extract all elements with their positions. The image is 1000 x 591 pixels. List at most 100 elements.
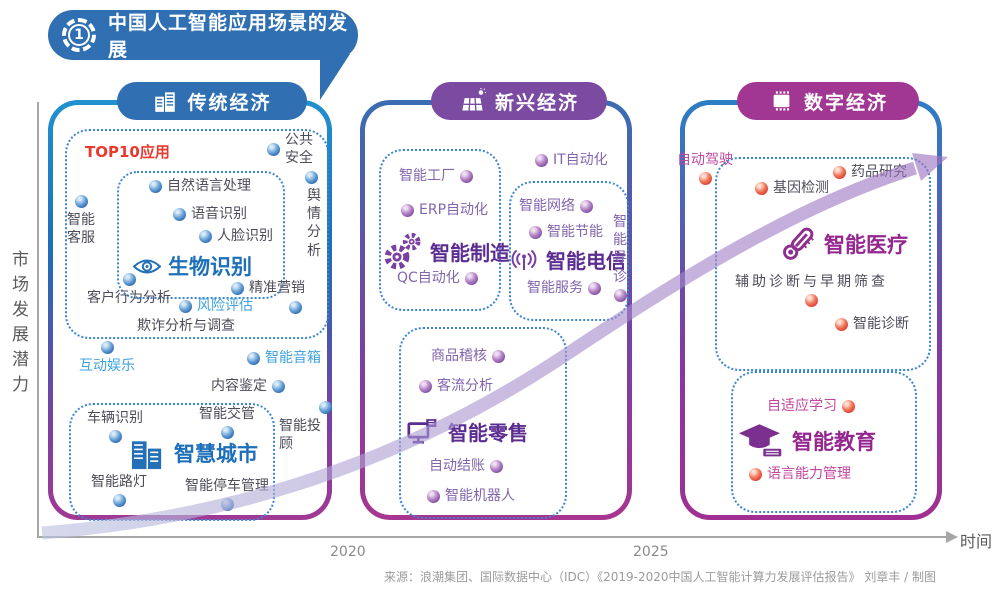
item-merchandise-audit: 商品稽核 <box>431 347 505 365</box>
item-smart-network: 智能网络 <box>519 197 593 215</box>
item-it-automation: IT自动化 <box>535 151 608 169</box>
panel1-title: 传统经济 <box>187 91 272 114</box>
bullet-dot <box>490 459 503 473</box>
bullet-dot <box>835 317 848 331</box>
item-assisted-diagnosis: 辅助诊断与早期筛查 <box>735 273 888 308</box>
bullet-dot <box>108 430 122 444</box>
bullet-dot <box>529 225 542 239</box>
bullet-dot <box>698 172 712 186</box>
bullet-dot <box>112 494 126 508</box>
badge-number: 1 <box>68 24 90 46</box>
bullet-dot <box>100 341 114 354</box>
item-smart-service: 智能服务 <box>527 279 601 297</box>
buildings-icon <box>155 92 176 112</box>
panel2-header: 新兴经济 <box>431 82 607 120</box>
bullet-dot <box>149 179 162 193</box>
bullet-dot <box>247 351 260 365</box>
bullet-dot <box>289 301 302 314</box>
item-smart-energy-saving: 智能节能 <box>529 223 603 241</box>
panel2-title: 新兴经济 <box>494 91 579 114</box>
y-axis-line <box>37 102 39 538</box>
bullet-dot <box>74 195 88 208</box>
bullet-dot <box>588 281 601 295</box>
item-nlp: 自然语言处理 <box>149 177 251 195</box>
item-smart-parking: 智能停车管理 <box>185 477 269 512</box>
gear-icon: 1 <box>62 18 96 52</box>
item-robo-advisor: 智能投顾 <box>279 401 332 453</box>
item-risk-assessment: 风险评估 <box>179 297 253 315</box>
item-smart-diagnosis: 智能诊断 <box>835 315 909 333</box>
city-icon <box>131 441 162 470</box>
bullet-dot <box>401 203 414 217</box>
item-smart-streetlight: 智能路灯 <box>91 473 147 508</box>
group-smart-retail: 智能零售 <box>407 417 528 446</box>
chip-icon <box>773 90 790 110</box>
panel-digital-economy: 数字经济 自动驾驶 药品研究 基因检测 智能医疗 辅助诊断与早期筛查 智能诊断 <box>677 82 942 520</box>
item-smart-triage: 智能 导诊 <box>613 213 627 302</box>
bullet-dot <box>199 229 212 243</box>
bullet-dot <box>755 181 768 195</box>
bullet-dot <box>267 142 280 156</box>
tick-2025: 2025 <box>633 544 669 560</box>
bullet-dot <box>535 153 548 167</box>
item-auto-checkout: 自动结账 <box>429 457 503 475</box>
badge-tail <box>320 54 350 100</box>
bullet-dot <box>231 281 244 295</box>
bullet-dot <box>805 294 818 308</box>
item-smart-speaker: 智能音箱 <box>247 349 321 367</box>
group-smart-education: 智能教育 <box>739 423 876 459</box>
item-smart-customer-service: 智能 客服 <box>67 195 95 247</box>
item-smart-robot: 智能机器人 <box>427 487 515 505</box>
item-adaptive-learning: 自适应学习 <box>767 397 855 415</box>
item-language-ability: 语言能力管理 <box>749 465 851 483</box>
bullet-dot <box>749 467 762 481</box>
graduation-cap-icon <box>739 424 782 457</box>
bullet-dot <box>122 273 136 286</box>
panel1-header: 传统经济 <box>117 82 307 120</box>
thermometer-icon <box>783 227 814 260</box>
group-smart-medical: 智能医疗 <box>779 225 908 263</box>
bullet-dot <box>842 399 855 413</box>
x-axis-line <box>37 536 949 538</box>
item-fraud-analysis: 欺诈分析与调查 <box>137 318 235 334</box>
bullet-dot <box>419 379 432 393</box>
item-speech-recognition: 语音识别 <box>173 205 247 223</box>
item-interactive-entertainment: 互动娱乐 <box>79 341 135 375</box>
item-qc-automation: QC自动化 <box>397 269 478 287</box>
item-public-safety: 公共 安全 <box>267 131 313 167</box>
item-gene-testing: 基因检测 <box>755 179 829 197</box>
bullet-dot <box>492 349 505 363</box>
bullet-dot <box>220 498 234 512</box>
x-axis-arrowhead-icon <box>946 531 958 543</box>
item-face-recognition: 人脸识别 <box>199 227 273 245</box>
item-erp-automation: ERP自动化 <box>401 201 488 219</box>
group-smart-city: 智慧城市 <box>129 433 258 473</box>
bullet-dot <box>580 199 593 213</box>
solar-factory-icon <box>462 87 486 111</box>
y-axis-label: 市场发展潜力 <box>8 250 28 400</box>
x-axis-label: 时间 <box>960 532 993 551</box>
bullet-dot <box>460 169 473 183</box>
antenna-icon <box>511 249 537 270</box>
item-customer-behavior: 客户行为分析 <box>87 273 171 307</box>
group-smart-telecom: 智能电信 <box>509 245 626 274</box>
page-title: 中国人工智能应用场景的发展 <box>108 12 349 61</box>
group-smart-manufacturing: 智能制造 <box>383 231 510 271</box>
tick-2020: 2020 <box>330 544 366 560</box>
bullet-dot <box>464 271 478 285</box>
title-badge: 1 中国人工智能应用场景的发展 <box>48 10 358 100</box>
bullet-dot <box>319 401 332 414</box>
bullet-dot <box>173 207 186 221</box>
panel-traditional-economy: 传统经济 TOP10应用 公共 安全 智能 客服 自然语言处理 语音识别 人脸识… <box>48 82 332 521</box>
item-customer-flow-analysis: 客流分析 <box>419 377 493 395</box>
bullet-dot <box>179 299 192 313</box>
item-public-opinion: 舆情 分析 <box>307 188 321 259</box>
top10-label: TOP10应用 <box>85 143 170 161</box>
gears-icon <box>384 232 421 270</box>
source-credit: 来源：浪潮集团、国际数据中心（IDC）《2019-2020中国人工智能计算力发展… <box>383 570 937 584</box>
bullet-dot <box>272 379 285 393</box>
bullet-dot <box>305 171 318 184</box>
bullet-dot <box>427 489 440 503</box>
panel3-header: 数字经济 <box>737 82 919 120</box>
